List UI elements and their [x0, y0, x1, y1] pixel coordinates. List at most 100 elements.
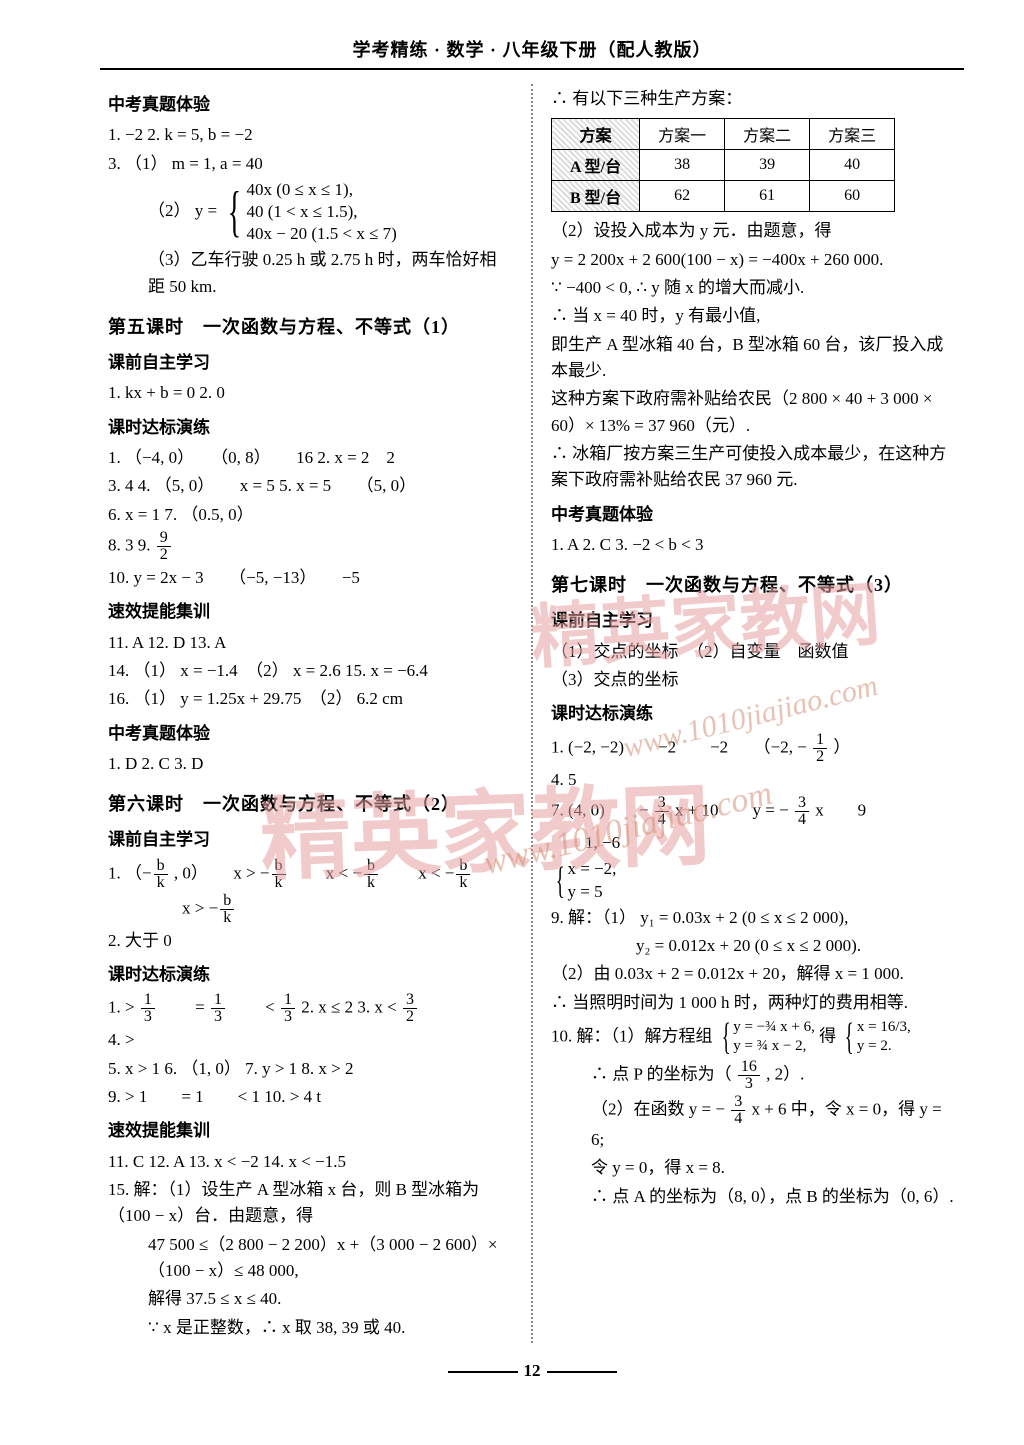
fraction: bk [364, 858, 378, 891]
answer-line: （2） y = { 40x (0 ≤ x ≤ 1), 40 (1 < x ≤ 1… [108, 179, 513, 245]
answer-line: 1. kx + b = 0 2. 0 [108, 380, 513, 406]
section-heading: 中考真题体验 [108, 92, 513, 118]
table-row: A 型/台 38 39 40 [552, 150, 895, 181]
answer-line: ∴ 点 P 的坐标为（ 163 , 2）. [551, 1059, 956, 1092]
brace-row: x = 16/3, [857, 1019, 911, 1035]
brace-icon: { [556, 862, 565, 900]
answer-line: ∴ 当照明时间为 1 000 h 时，两种灯的费用相等. [551, 990, 956, 1016]
text: 2. x ≤ 2 3. x < [301, 998, 401, 1017]
table-cell: 62 [640, 181, 725, 212]
text: , 2）. [766, 1064, 804, 1083]
answer-line: 令 y = 0，得 x = 8. [551, 1155, 956, 1181]
answer-line: 1. > 13 = 13 < 13 2. x ≤ 2 3. x < 32 [108, 992, 513, 1025]
page-footer: 12 [100, 1361, 964, 1381]
answer-line: ∵ x 是正整数，∴ x 取 38, 39 或 40. [108, 1315, 513, 1341]
brace-icon: { [228, 184, 241, 240]
answer-line: 4. 5 [551, 767, 956, 793]
table-cell: 38 [640, 150, 725, 181]
text: ∴ 点 P 的坐标为（ [591, 1064, 732, 1083]
section-heading: 速效提能集训 [108, 599, 513, 625]
text: ） [833, 737, 850, 756]
answer-line: 7. (4, 0) − 34 x + 10 y = − 34 x 9 [551, 795, 956, 828]
fraction: 32 [403, 992, 417, 1025]
text: x 9 [815, 800, 866, 819]
answer-line: y = 2 200x + 2 600(100 − x) = −400x + 26… [551, 247, 956, 273]
section-heading: 中考真题体验 [551, 502, 956, 528]
text: 8. 3 9. [108, 535, 155, 554]
brace-row: y = −¾ x + 6, [733, 1019, 815, 1035]
answer-line: ∴ 有以下三种生产方案： [551, 86, 956, 112]
answer-line: 1, −6 [551, 830, 956, 856]
table-header: 方案 [552, 119, 640, 150]
answer-line: （2）由 0.03x + 2 = 0.012x + 20，解得 x = 1 00… [551, 961, 956, 987]
answer-line: 3. 4 4. （5, 0） x = 5 5. x = 5 （5, 0） [108, 473, 513, 499]
text: x < − [384, 863, 454, 882]
brace-row: y = 5 [568, 882, 603, 901]
section-heading: 速效提能集训 [108, 1118, 513, 1144]
answer-line: 1. D 2. C 3. D [108, 751, 513, 777]
section-heading: 课时达标演练 [108, 415, 513, 441]
brace-row: 40 (1 < x ≤ 1.5), [246, 202, 357, 221]
page-number: 12 [524, 1361, 541, 1380]
fraction: 34 [795, 795, 809, 828]
answer-line: { x = −2, y = 5 [551, 858, 956, 902]
fraction: 13 [211, 992, 225, 1025]
text: 7. (4, 0) − [551, 800, 648, 819]
table-header: 方案二 [725, 119, 810, 150]
text: 1. > [108, 998, 139, 1017]
text: < [231, 998, 279, 1017]
text: = [161, 998, 209, 1017]
text: 1. （− [108, 863, 152, 882]
table-cell: 40 [810, 150, 895, 181]
answer-line: 1. A 2. C 3. −2 < b < 3 [551, 532, 956, 558]
table-cell: A 型/台 [552, 150, 640, 181]
answer-line: 11. C 12. A 13. x < −2 14. x < −1.5 [108, 1149, 513, 1175]
answer-line: ∴ 点 A 的坐标为（8, 0），点 B 的坐标为（0, 6）. [551, 1184, 956, 1210]
left-column: 中考真题体验 1. −2 2. k = 5, b = −2 3. （1） m =… [100, 84, 533, 1343]
section-heading: 课时达标演练 [108, 962, 513, 988]
brace-row: y = 2. [857, 1038, 892, 1054]
fraction: bk [456, 858, 470, 891]
table-row: B 型/台 62 61 60 [552, 181, 895, 212]
brace-icon: { [721, 1018, 730, 1056]
table-cell: 60 [810, 181, 895, 212]
fraction: 13 [141, 992, 155, 1025]
answer-line: 6. x = 1 7. （0.5, 0） [108, 502, 513, 528]
fraction: bk [272, 858, 286, 891]
lesson-heading: 第七课时 一次函数与方程、不等式（3） [551, 572, 956, 600]
text: （2）在函数 y = − [591, 1099, 725, 1118]
answer-line: 9. 解：（1） y₁ = 0.03x + 2 (0 ≤ x ≤ 2 000), [551, 905, 956, 931]
answer-line: ∵ −400 < 0, ∴ y 随 x 的增大而减小. [551, 275, 956, 301]
fraction: 92 [157, 530, 171, 563]
table-header: 方案一 [640, 119, 725, 150]
brace-row: 40x (0 ≤ x ≤ 1), [246, 180, 352, 199]
text: x > − [148, 898, 218, 917]
right-column: ∴ 有以下三种生产方案： 方案 方案一 方案二 方案三 A 型/台 38 39 … [533, 84, 964, 1343]
answer-line: 14. （1） x = −1.4 （2） x = 2.6 15. x = −6.… [108, 658, 513, 684]
page-header: 学考精练 · 数学 · 八年级下册（配人教版） [100, 36, 964, 70]
answer-line: 11. A 12. D 13. A [108, 630, 513, 656]
brace-row: 40x − 20 (1.5 < x ≤ 7) [246, 224, 396, 243]
section-heading: 中考真题体验 [108, 721, 513, 747]
answer-line: 10. 解：（1）解方程组 { y = −¾ x + 6, y = ¾ x − … [551, 1018, 956, 1057]
text: 10. 解：（1）解方程组 [551, 1026, 717, 1045]
lesson-heading: 第五课时 一次函数与方程、不等式（1） [108, 314, 513, 342]
answer-line: （3）交点的坐标 [551, 667, 956, 693]
answer-line: 10. y = 2x − 3 （−5, −13） −5 [108, 565, 513, 591]
answer-line: y₂ = 0.012x + 20 (0 ≤ x ≤ 2 000). [551, 933, 956, 959]
answer-line: （2）设投入成本为 y 元．由题意，得 [551, 218, 956, 244]
answer-line: x > −bk [108, 893, 513, 926]
answer-line: ∴ 当 x = 40 时，y 有最小值, [551, 303, 956, 329]
brace-row: x = −2, [568, 859, 617, 878]
answer-line: ∴ 冰箱厂按方案三生产可使投入成本最少，在这种方案下政府需补贴给农民 37 96… [551, 441, 956, 494]
answer-line: （2）在函数 y = − 34 x + 6 中，令 x = 0，得 y = 6; [551, 1094, 956, 1153]
text: , 0） x > − [174, 863, 270, 882]
text: （2） y = [148, 201, 221, 220]
answer-line: 9. > 1 = 1 < 1 10. > 4 t [108, 1084, 513, 1110]
answer-line: 16. （1） y = 1.25x + 29.75 （2） 6.2 cm [108, 686, 513, 712]
fraction: bk [220, 893, 234, 926]
text: 1. (−2, −2) −2 −2 （−2, − [551, 737, 807, 756]
section-heading: 课前自主学习 [551, 608, 956, 634]
answer-line: 5. x > 1 6. （1, 0） 7. y > 1 8. x > 2 [108, 1056, 513, 1082]
section-heading: 课时达标演练 [551, 701, 956, 727]
